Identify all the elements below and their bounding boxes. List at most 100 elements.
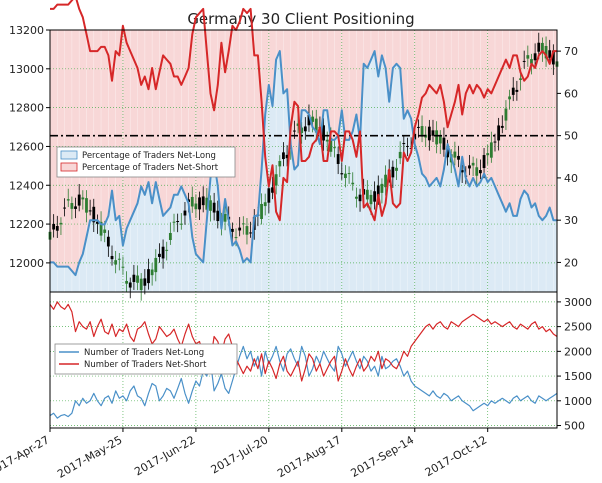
candle-body — [373, 191, 377, 202]
candle-body — [442, 137, 446, 150]
net-long-count-line — [49, 345, 558, 419]
candle-body — [241, 223, 245, 225]
x-tick-label: 2017-Jun-22 — [132, 433, 197, 478]
candle-body — [533, 53, 537, 61]
candle-body — [139, 278, 143, 291]
net-long-percentage-line — [50, 50, 557, 277]
candle-body — [66, 199, 70, 201]
candle-body — [201, 196, 205, 206]
candle-body — [59, 222, 63, 225]
bottom-right-tick-label: 1000 — [564, 395, 592, 408]
bottom-right-tick-label: 1500 — [564, 370, 592, 383]
candle-body — [453, 151, 457, 158]
left-tick-label: 12400 — [9, 179, 44, 192]
candle-body — [194, 203, 198, 210]
candle-body — [278, 160, 282, 167]
candle-body — [551, 50, 555, 65]
candle-body — [482, 155, 486, 168]
candle-body — [402, 143, 406, 145]
candle-body — [511, 87, 515, 95]
candle-body — [136, 275, 139, 283]
candle-body — [92, 206, 96, 223]
x-tick-label: 2017-Jul-20 — [209, 433, 271, 476]
candle-body — [427, 126, 431, 141]
candle-body — [183, 210, 187, 216]
candle-body — [460, 170, 464, 173]
candle-body — [544, 45, 548, 59]
candle-body — [117, 258, 121, 260]
candle-body — [198, 197, 201, 210]
candle-body — [230, 228, 234, 232]
candle-body — [63, 207, 66, 209]
left-tick-label: 12600 — [9, 140, 44, 153]
candle-body — [165, 249, 169, 251]
candle-body — [413, 133, 417, 140]
bottom-right-tick-label: 3000 — [564, 296, 592, 309]
bottom-right-tick-label: 2000 — [564, 345, 592, 358]
candle-body — [438, 136, 442, 144]
candle-body — [526, 55, 530, 59]
candle-body — [143, 278, 147, 286]
candle-body — [391, 166, 395, 178]
candle-body — [121, 266, 125, 268]
candle-body — [307, 114, 311, 126]
candle-body — [205, 197, 209, 210]
candle-body — [271, 187, 274, 193]
candle-body — [106, 236, 110, 247]
candle-body — [380, 183, 384, 193]
bottom-right-tick-label: 2500 — [564, 321, 592, 334]
candle-body — [486, 153, 490, 156]
candle-body — [110, 255, 114, 260]
candle-body — [351, 182, 355, 185]
candle-body — [329, 138, 333, 152]
candle-body — [245, 226, 249, 235]
candle-body — [161, 246, 165, 259]
candle-body — [322, 125, 325, 141]
chart-title: Germany 30 Client Positioning — [187, 10, 414, 28]
candle-body — [479, 170, 482, 174]
candle-body — [395, 167, 398, 171]
candle-body — [176, 220, 180, 223]
candle-body — [336, 154, 340, 164]
candle-body — [303, 126, 307, 132]
candle-body — [150, 269, 154, 276]
candle-body — [158, 253, 161, 257]
candle-body — [530, 59, 533, 64]
candle-body — [435, 130, 439, 145]
candle-body — [508, 96, 511, 100]
candle-body — [347, 173, 351, 175]
candle-body — [260, 203, 263, 219]
candle-body — [296, 123, 300, 126]
x-tick-label: 2017-Aug-17 — [275, 433, 343, 479]
candle-body — [179, 223, 183, 225]
right-tick-label: 30 — [564, 214, 578, 227]
candle-body — [52, 223, 56, 230]
left-tick-label: 12200 — [9, 218, 44, 231]
candle-body — [172, 221, 176, 223]
candle-body — [504, 108, 508, 121]
right-tick-label: 60 — [564, 87, 578, 100]
candle-body — [354, 196, 358, 199]
top-legend-swatch — [60, 150, 78, 160]
candle-body — [537, 42, 541, 52]
candle-body — [187, 199, 191, 202]
candle-body — [475, 167, 479, 176]
candle-body — [311, 116, 315, 122]
left-tick-label: 13000 — [9, 63, 44, 76]
candle-body — [263, 202, 267, 207]
bottom-legend: Number of Traders Net-Long Number of Trad… — [54, 343, 238, 375]
candle-body — [468, 165, 471, 169]
candle-body — [132, 274, 136, 282]
candle-body — [384, 174, 387, 188]
candle-body — [431, 130, 435, 136]
candle-body — [282, 152, 285, 160]
candle-body — [238, 227, 242, 231]
candle-body — [365, 189, 369, 200]
candle-body — [314, 118, 318, 133]
x-tick-label: 2017-Apr-27 — [0, 433, 52, 478]
candle-body — [77, 194, 81, 206]
top-legend: Percentage of Traders Net-Long Percentage… — [56, 146, 236, 178]
bottom-right-tick-label: 500 — [564, 420, 585, 433]
candle-body — [81, 197, 85, 200]
